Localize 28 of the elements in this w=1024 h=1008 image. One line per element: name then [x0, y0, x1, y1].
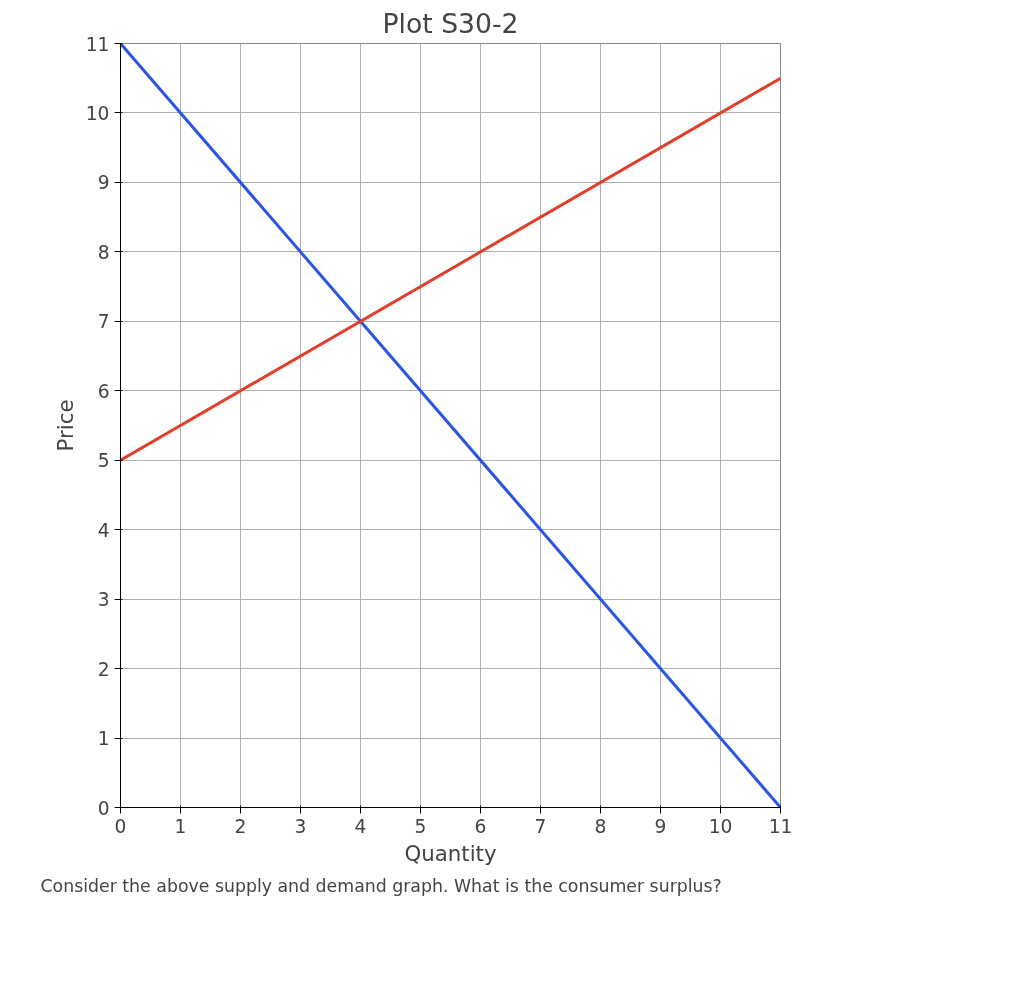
y-tick-label: 2: [97, 658, 110, 680]
y-tick-label: 4: [97, 519, 110, 541]
y-tick-label: 5: [97, 450, 110, 472]
x-tick-label: 0: [114, 815, 127, 837]
x-tick-label: 3: [294, 815, 307, 837]
y-tick-label: 11: [85, 33, 110, 55]
y-tick-label: 1: [97, 728, 110, 750]
y-axis-title: Price: [52, 399, 78, 452]
x-axis-title: Quantity: [404, 840, 497, 866]
x-tick-label: 7: [534, 815, 547, 837]
x-tick-label: 5: [414, 815, 427, 837]
y-tick-label: 0: [97, 797, 110, 819]
x-tick-label: 8: [594, 815, 607, 837]
y-tick-label: 9: [97, 172, 110, 194]
x-tick-label: 10: [708, 815, 733, 837]
y-tick-label: 7: [97, 311, 110, 333]
x-tick-label: 4: [354, 815, 367, 837]
y-tick-label: 3: [97, 589, 110, 611]
x-tick-label: 2: [234, 815, 247, 837]
text: Consider the above supply and demand graph. What is the consumer surplus?: [40, 875, 722, 896]
x-tick-label: 6: [474, 815, 487, 837]
x-tick-label: 11: [768, 815, 793, 837]
y-tick-label: 10: [85, 102, 110, 124]
x-tick-label: 1: [174, 815, 187, 837]
y-tick-label: 6: [97, 380, 110, 402]
chart-title: Plot S30-2: [382, 7, 519, 39]
y-tick-label: 8: [97, 241, 110, 263]
x-tick-label: 9: [654, 815, 667, 837]
